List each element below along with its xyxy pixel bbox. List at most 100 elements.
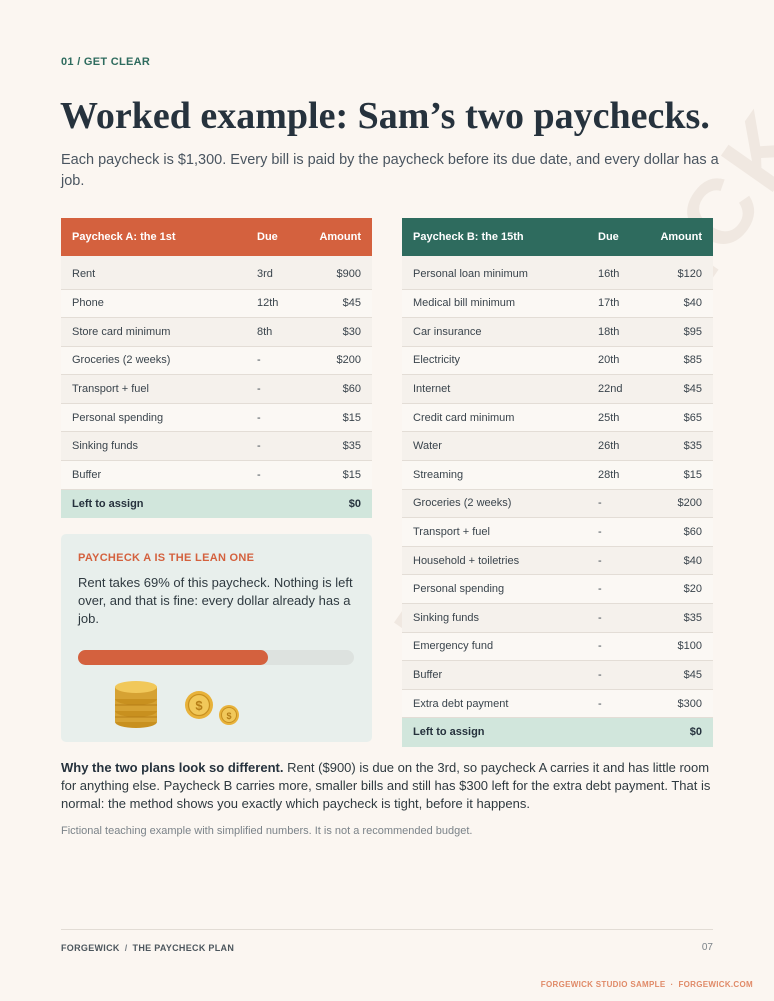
disclaimer-note: Fictional teaching example with simplifi… [61,825,473,837]
section-label: 01 / GET CLEAR [61,56,151,68]
row-amount: $300 [643,689,713,719]
row-amount: $200 [302,346,372,376]
row-amount: $35 [643,603,713,633]
row-name: Personal spending [402,574,587,605]
table-row: Internet 22nd $45 [402,374,713,404]
table-row: Transport + fuel - $60 [402,517,713,547]
row-due: - [587,546,643,576]
row-due: - [246,431,302,462]
footer-divider [61,929,713,930]
callout-text: Rent takes 69% of this paycheck. Nothing… [78,575,353,626]
callout-title: PAYCHECK A IS THE LEAN ONE [78,552,255,564]
stamp-studio: FORGEWICK STUDIO SAMPLE [540,980,666,989]
table-row: Groceries (2 weeks) - $200 [402,489,713,519]
column-header-name: Paycheck B: the 15th [402,218,587,256]
footer-brand: FORGEWICK [61,943,120,953]
row-name: Groceries (2 weeks) [61,346,246,376]
row-amount: $30 [302,317,372,347]
row-due: 25th [587,403,643,433]
stamp-dot: · [670,980,674,989]
row-name: Groceries (2 weeks) [402,489,587,519]
row-due: - [587,574,643,605]
row-name: Buffer [402,660,587,690]
row-due: - [246,460,302,490]
table-row: Medical bill minimum 17th $40 [402,289,713,319]
footer-doc-title: THE PAYCHECK PLAN [132,943,235,953]
row-due: - [246,374,302,404]
table-row: Personal loan minimum 16th $120 [402,256,713,290]
total-amount: $0 [302,489,372,518]
row-name: Buffer [61,460,246,490]
row-due: 20th [587,346,643,376]
table-row: Buffer - $45 [402,660,713,690]
table-row: Groceries (2 weeks) - $200 [61,346,372,376]
lede-paragraph: Each paycheck is $1,300. Every bill is p… [61,152,719,189]
row-due: - [587,632,643,662]
table-row: Credit card minimum 25th $65 [402,403,713,433]
column-header-due: Due [587,218,643,256]
explanation-body: Rent ($900) is due on the 3rd, so payche… [61,760,711,811]
total-label: Left to assign [402,717,643,747]
row-due: - [587,660,643,690]
table-row: Buffer - $15 [61,460,372,490]
row-amount: $45 [302,289,372,319]
row-due: 16th [587,256,643,290]
lean-paycheck-callout: PAYCHECK A IS THE LEAN ONE Rent takes 69… [61,534,372,742]
table-row: Transport + fuel - $60 [61,374,372,404]
paycheck-a-rows: Rent 3rd $900 Phone 12th $45 Store card minimu… [61,256,372,518]
row-name: Medical bill minimum [402,289,587,319]
row-name: Store card minimum [61,317,246,347]
row-due: 26th [587,431,643,462]
row-amount: $60 [643,517,713,547]
row-name: Sinking funds [402,603,587,633]
row-name: Streaming [402,460,587,490]
column-header-due: Due [246,218,302,256]
table-row: Water 26th $35 [402,431,713,462]
row-due: 12th [246,289,302,319]
table-header-row: Paycheck A: the 1st Due Amount [61,218,372,256]
row-due: - [246,403,302,433]
rent-share-progress-bar [78,650,354,665]
row-name: Transport + fuel [402,517,587,547]
column-header-amount: Amount [643,218,713,256]
sample-stamp: FORGEWICK STUDIO SAMPLE · FORGEWICK.COM [480,980,753,989]
table-row: Rent 3rd $900 [61,256,372,290]
row-name: Internet [402,374,587,404]
footer-separator: / [124,943,128,953]
rent-share-progress-fill [78,650,269,665]
row-name: Transport + fuel [61,374,246,404]
explanation-lead: Why the two plans look so different. [61,760,284,775]
row-amount: $35 [302,431,372,462]
table-row: Emergency fund - $100 [402,632,713,662]
row-name: Extra debt payment [402,689,587,719]
row-amount: $20 [643,574,713,605]
table-row: Household + toiletries - $40 [402,546,713,576]
column-header-name: Paycheck A: the 1st [61,218,246,256]
table-row: Store card minimum 8th $30 [61,317,372,347]
row-due: - [246,346,302,376]
footer-title: FORGEWICK / THE PAYCHECK PLAN [61,943,234,953]
row-name: Rent [61,256,246,290]
table-row: Personal spending - $15 [61,403,372,433]
row-due: 8th [246,317,302,347]
row-name: Sinking funds [61,431,246,462]
row-due: - [587,489,643,519]
total-label: Left to assign [61,489,302,518]
row-due: - [587,517,643,547]
row-amount: $35 [643,431,713,462]
page-title: Worked example: Sam’s two paychecks. [60,95,710,137]
coin-symbol: $ [226,711,231,721]
row-due: 28th [587,460,643,490]
paycheck-b-rows: Personal loan minimum 16th $120 Medical bil… [402,256,713,747]
table-row: Sinking funds - $35 [402,603,713,633]
row-amount: $120 [643,256,713,290]
total-amount: $0 [643,717,713,747]
row-amount: $85 [643,346,713,376]
row-name: Credit card minimum [402,403,587,433]
page-number: 07 [701,942,713,953]
stamp-url: FORGEWICK.COM [678,980,753,989]
row-amount: $15 [302,403,372,433]
table-row: Electricity 20th $85 [402,346,713,376]
table-row: Phone 12th $45 [61,289,372,319]
row-name: Household + toiletries [402,546,587,576]
